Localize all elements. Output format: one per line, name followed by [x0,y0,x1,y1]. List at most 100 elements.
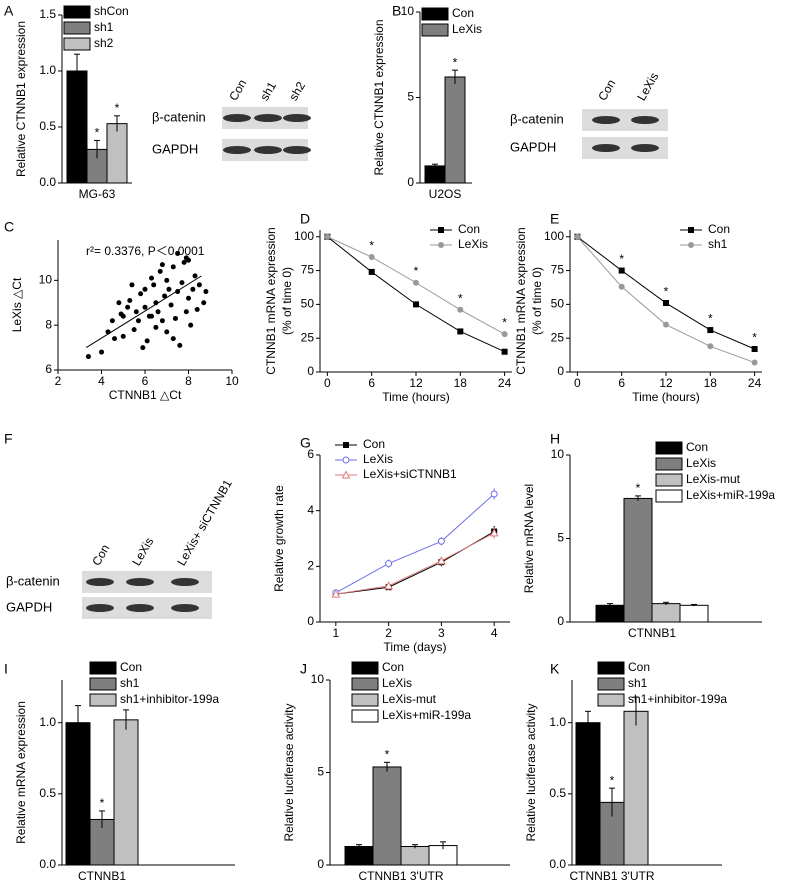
y-tick-label: 0.5 [39,786,56,800]
x-axis-label: Time (hours) [632,390,700,404]
y-tick-label: 0.0 [39,175,56,189]
legend-swatch [351,661,379,675]
y-axis-label: Relative CTNNB1 expression [372,19,386,175]
panel-label: K [550,661,560,677]
point [181,259,187,265]
marker [438,227,444,233]
point [175,250,181,256]
marker [331,589,341,598]
blot-lane-label: Con [595,77,618,103]
y-axis-label: Relative mRNA level [522,484,536,593]
legend-label: sh2 [94,36,114,50]
bar [679,604,709,623]
bar [106,123,128,184]
point [99,349,104,355]
blot-band [171,604,199,612]
blot-band [171,578,199,586]
point [155,309,161,315]
legend-label: LeXis [382,676,412,690]
panel-label: I [4,661,8,677]
x-tick-label: 12 [409,376,423,390]
legend-swatch [421,23,449,37]
legend-label: Con [382,660,404,674]
marker [457,306,464,313]
legend-swatch [655,457,683,471]
y-tick-label: 75 [551,263,565,277]
marker [385,560,393,568]
marker [618,283,625,290]
x-tick-label: MG-63 [79,187,116,201]
y-tick-label: 10 [39,273,53,287]
y-tick-label: 5 [407,90,414,104]
marker [751,359,758,366]
x-tick-label: 0 [324,376,331,390]
point [183,255,189,261]
legend-label: LeXis [686,456,716,470]
x-tick-label: 4 [491,626,498,640]
legend-label: Con [628,660,650,674]
point [164,329,170,335]
blot-band [592,144,620,152]
point [135,318,141,324]
legend-swatch [597,693,625,707]
legend-swatch [655,489,683,503]
point [125,304,131,310]
blot-band [86,578,114,586]
y-tick-label: 1.0 [39,715,56,729]
x-tick-label: 3 [438,626,445,640]
marker [751,346,758,353]
point [138,291,144,297]
panel-label: H [550,431,560,447]
bar [344,846,374,866]
bar [595,604,625,623]
y-axis-label: Relative luciferase activity [282,703,296,841]
point [157,268,163,274]
point [168,302,174,308]
panel-label: E [550,211,559,227]
point [120,333,126,339]
y-tick-label: 0 [317,857,324,871]
blot-band [223,114,251,122]
marker [490,490,498,498]
bar [575,722,601,866]
marker [663,321,669,328]
point [159,318,165,324]
y-tick-label: 10 [401,4,415,18]
x-tick-label: CTNNB1 3'UTR [570,869,655,883]
y-tick-label: 75 [301,263,315,277]
point [131,327,137,333]
y-tick-label: 50 [551,297,565,311]
point [190,286,196,292]
marker [663,300,669,307]
marker [341,470,351,479]
y-axis-label: Relative growth rate [272,485,286,592]
point [127,298,133,304]
blot-strip [582,109,668,131]
significance: * [100,796,105,810]
point [153,324,159,330]
marker [343,442,349,448]
blot-row-label: β-catenin [6,573,60,588]
point [192,273,198,279]
y-tick-label: 6 [45,362,52,376]
blot-band [631,144,659,152]
y-axis-label: Relative CTNNB1 expression [14,21,28,177]
y-tick-label: 10 [551,447,565,461]
bar [623,497,653,623]
blot-lane-label: LeXis+ siCTNNB1 [174,477,235,568]
x-tick-label: CTNNB1 3'UTR [359,869,444,883]
legend-label: Con [686,440,708,454]
y-tick-label: 5 [557,531,564,545]
y-tick-label: 0 [557,614,564,628]
y-tick-label: 6 [307,447,314,461]
x-tick-label: 6 [618,376,625,390]
x-axis-label: Time (hours) [382,390,450,404]
marker [501,331,508,338]
legend-swatch [597,661,625,675]
bar [113,719,139,866]
legend-label: sh1 [94,20,114,34]
x-tick-label: 24 [748,376,762,390]
point [188,322,194,328]
blot-row-label: GAPDH [510,139,556,154]
significance: * [458,291,463,305]
